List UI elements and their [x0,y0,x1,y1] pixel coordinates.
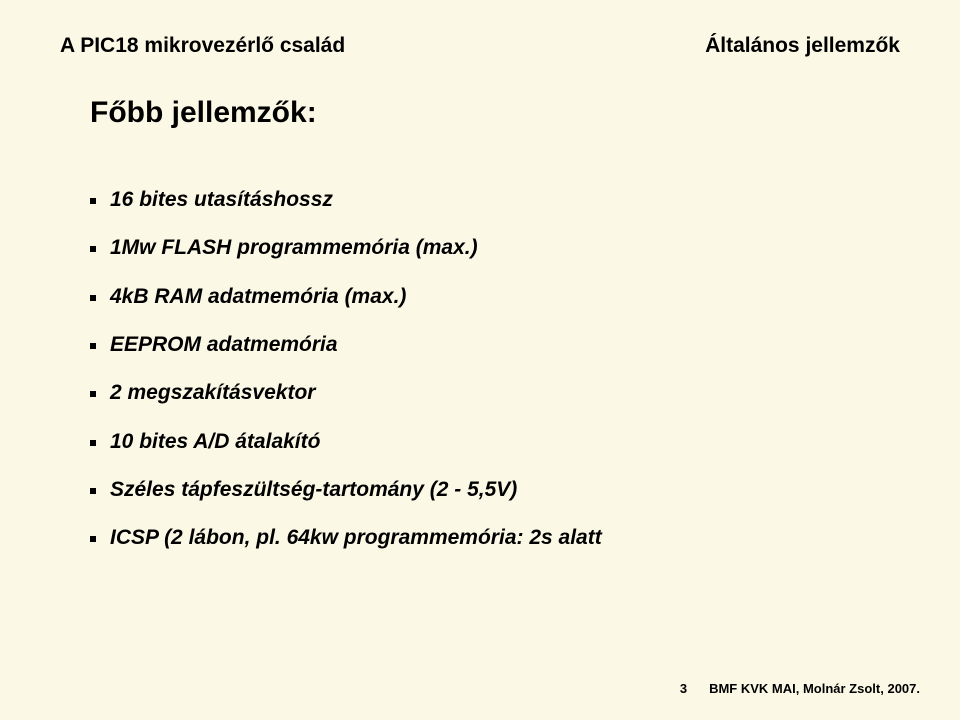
list-item: 4kB RAM adatmemória (max.) [90,283,900,311]
bullet-text: 4kB RAM adatmemória (max.) [110,283,406,311]
bullet-text: 16 bites utasításhossz [110,186,333,214]
footer-text: BMF KVK MAI, Molnár Zsolt, 2007. [709,681,920,696]
bullet-dot-icon [90,391,96,397]
bullet-list: 16 bites utasításhossz 1Mw FLASH program… [90,186,900,573]
bullet-dot-icon [90,488,96,494]
bullet-text: 2 megszakításvektor [110,379,315,407]
bullet-dot-icon [90,440,96,446]
list-item: ICSP (2 lábon, pl. 64kw programmemória: … [90,524,900,552]
bullet-dot-icon [90,295,96,301]
bullet-text: Széles tápfeszültség-tartomány (2 - 5,5V… [110,476,517,504]
bullet-text: 1Mw FLASH programmemória (max.) [110,234,478,262]
page-number: 3 [680,681,687,696]
slide-footer: 3 BMF KVK MAI, Molnár Zsolt, 2007. [0,681,920,696]
bullet-text: ICSP (2 lábon, pl. 64kw programmemória: … [110,524,602,552]
list-item: 16 bites utasításhossz [90,186,900,214]
section-title: Főbb jellemzők: [90,96,317,130]
list-item: EEPROM adatmemória [90,331,900,359]
bullet-text: EEPROM adatmemória [110,331,338,359]
list-item: 2 megszakításvektor [90,379,900,407]
list-item: Széles tápfeszültség-tartomány (2 - 5,5V… [90,476,900,504]
bullet-dot-icon [90,343,96,349]
bullet-dot-icon [90,198,96,204]
bullet-dot-icon [90,246,96,252]
header-right: Általános jellemzők [705,34,900,58]
slide-header: A PIC18 mikrovezérlő család Általános je… [60,34,900,58]
slide: A PIC18 mikrovezérlő család Általános je… [0,0,960,720]
bullet-text: 10 bites A/D átalakító [110,428,320,456]
list-item: 10 bites A/D átalakító [90,428,900,456]
header-left: A PIC18 mikrovezérlő család [60,34,345,58]
list-item: 1Mw FLASH programmemória (max.) [90,234,900,262]
bullet-dot-icon [90,536,96,542]
